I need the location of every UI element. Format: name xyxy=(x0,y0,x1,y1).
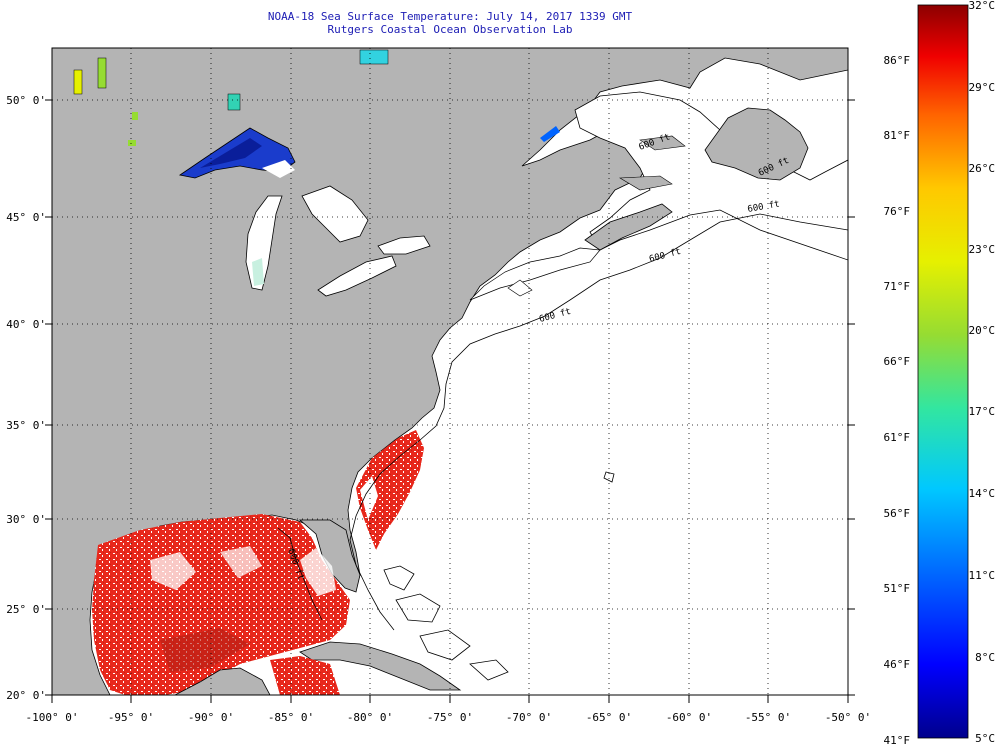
colorbar-celsius-label: 14°C xyxy=(969,487,996,500)
colorbar-fahrenheit-label: 76°F xyxy=(884,205,911,218)
colorbar-celsius-label: 26°C xyxy=(969,162,996,175)
colorbar-fahrenheit-label: 66°F xyxy=(884,355,911,368)
colorbar-fahrenheit-label: 61°F xyxy=(884,431,911,444)
lon-tick-label: -70° 0' xyxy=(506,711,552,724)
lat-tick-label: 30° 0' xyxy=(6,513,46,526)
colorbar-celsius-label: 32°C xyxy=(969,0,996,12)
florida xyxy=(298,519,361,593)
lon-tick-label: -60° 0' xyxy=(666,711,712,724)
lon-tick-label: -100° 0' xyxy=(26,711,79,724)
colorbar-fahrenheit-label: 56°F xyxy=(884,507,911,520)
lon-tick-label: -55° 0' xyxy=(745,711,791,724)
colorbar-celsius-label: 8°C xyxy=(975,651,995,664)
shelf-contour xyxy=(349,213,848,631)
lon-tick-label: -85° 0' xyxy=(268,711,314,724)
map-title: NOAA-18 Sea Surface Temperature: July 14… xyxy=(267,10,633,23)
lat-tick-label: 20° 0' xyxy=(6,689,46,702)
colorbar-celsius-label: 23°C xyxy=(969,243,996,256)
yucatan xyxy=(174,667,271,695)
colorbar-celsius-label: 5°C xyxy=(975,732,995,745)
lat-tick-label: 25° 0' xyxy=(6,603,46,616)
lon-tick-label: -50° 0' xyxy=(825,711,871,724)
lat-tick-label: 50° 0' xyxy=(6,94,46,107)
lon-tick-label: -95° 0' xyxy=(108,711,154,724)
colorbar-fahrenheit-label: 81°F xyxy=(884,129,911,142)
colorbar-fahrenheit-label: 41°F xyxy=(884,734,911,747)
colorbar-fahrenheit-label: 46°F xyxy=(884,658,911,671)
colorbar-fahrenheit-label: 86°F xyxy=(884,54,911,67)
colorbar xyxy=(917,4,969,739)
colorbar-celsius-label: 29°C xyxy=(969,81,996,94)
map-subtitle: Rutgers Coastal Ocean Observation Lab xyxy=(327,23,573,36)
lat-tick-label: 35° 0' xyxy=(6,419,46,432)
colorbar-celsius-label: 11°C xyxy=(969,569,996,582)
colorbar-fahrenheit-label: 51°F xyxy=(884,582,911,595)
lon-tick-label: -80° 0' xyxy=(347,711,393,724)
colorbar-fahrenheit-label: 71°F xyxy=(884,280,911,293)
colorbar-celsius-label: 17°C xyxy=(969,405,996,418)
lat-tick-label: 45° 0' xyxy=(6,211,46,224)
lat-tick-label: 40° 0' xyxy=(6,318,46,331)
colorbar-celsius-label: 20°C xyxy=(969,324,996,337)
lake-ontario xyxy=(377,235,431,255)
lake-erie xyxy=(317,255,397,297)
atlantic-sst-field xyxy=(356,430,424,550)
lon-tick-label: -75° 0' xyxy=(427,711,473,724)
lon-tick-label: -65° 0' xyxy=(586,711,632,724)
lake-huron xyxy=(301,185,369,243)
lon-tick-label: -90° 0' xyxy=(188,711,234,724)
cuba xyxy=(299,641,462,691)
